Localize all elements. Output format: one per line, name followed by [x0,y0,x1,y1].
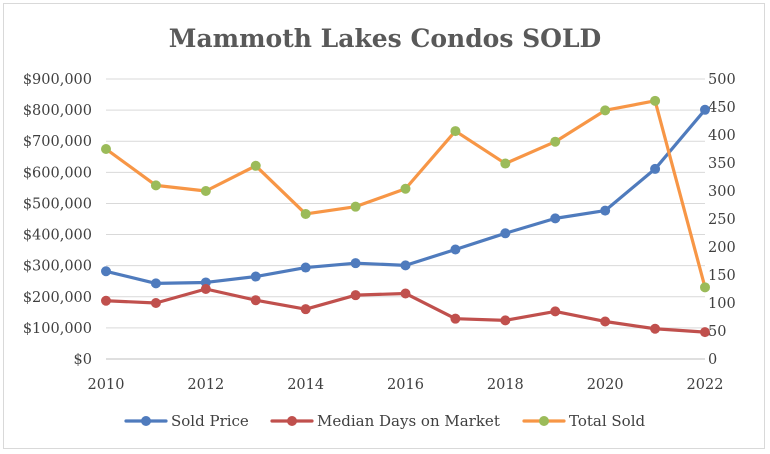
data-point [250,271,261,282]
series-line [104,108,707,285]
data-point [300,262,311,273]
data-point [450,313,461,324]
x-tick-label: 2014 [287,377,324,393]
series-median-days-on-market [101,284,710,338]
right-tick-label: 150 [708,268,736,284]
legend-swatch-marker [141,416,151,426]
x-tick-label: 2016 [387,377,424,393]
left-tick-label: $500,000 [23,196,92,212]
right-tick-label: 50 [708,324,726,340]
right-tick-label: 250 [708,212,736,228]
left-tick-label: $300,000 [23,259,92,275]
gridlines [106,78,705,360]
x-tick-label: 2012 [187,377,224,393]
right-y-axis: 0 50 100 150 200 250 300 350 400 450 500 [708,72,736,368]
right-tick-label: 450 [708,100,736,116]
data-point [350,258,361,269]
data-point [600,316,611,327]
data-point [550,306,561,317]
right-tick-label: 500 [708,72,736,88]
data-point [400,288,411,299]
legend-swatch-marker [287,416,297,426]
data-point [500,158,511,169]
data-point [150,278,161,289]
data-point [500,315,511,326]
data-point [700,327,710,338]
x-tick-label: 2018 [487,377,524,393]
data-point [350,201,361,212]
legend-label: Total Sold [569,412,646,430]
data-point [200,186,211,196]
right-tick-label: 200 [708,240,736,256]
data-point [350,290,361,301]
series-group [101,95,710,338]
data-point [250,295,261,306]
left-tick-label: $0 [74,352,92,368]
right-tick-label: 350 [708,156,736,172]
left-tick-label: $800,000 [23,103,92,119]
data-point [400,183,411,194]
data-point [101,144,111,154]
data-point [700,104,710,115]
right-tick-label: 400 [708,128,736,144]
data-point [700,282,710,293]
left-tick-label: $700,000 [23,134,92,150]
legend-swatch-marker [539,416,549,426]
left-tick-label: $400,000 [23,228,92,244]
data-point [150,180,161,191]
data-point [650,323,661,334]
legend: Sold Price Median Days on Market Total Sol… [124,412,646,430]
left-tick-label: $200,000 [23,290,92,306]
series-sold-price [101,104,710,289]
left-y-axis: $0 $100,000 $200,000 $300,000 $400,000 $500,0… [23,72,92,368]
data-point [200,284,211,294]
chart-frame [3,3,765,449]
x-tick-label: 2010 [88,377,125,393]
right-tick-label: 100 [708,296,736,312]
series-line [104,99,707,289]
left-tick-label: $100,000 [23,321,92,337]
series-total-sold [101,95,710,293]
data-point [250,160,261,171]
x-tick-label: 2020 [587,377,624,393]
left-tick-label: $900,000 [23,72,92,88]
left-tick-label: $600,000 [23,165,92,181]
legend-label: Sold Price [171,412,249,430]
chart-title: Mammoth Lakes Condos SOLD [169,24,601,53]
legend-item: Total Sold [522,412,646,430]
data-point [650,95,661,106]
data-point [600,205,611,216]
data-point [150,298,161,308]
right-tick-label: 300 [708,184,736,200]
legend-label: Median Days on Market [317,412,500,430]
x-tick-label: 2022 [687,377,724,393]
data-point [500,228,511,239]
data-point [300,208,311,219]
data-point [450,244,461,255]
legend-item: Median Days on Market [270,412,500,430]
x-axis: 2010 2012 2014 2016 2018 2020 2022 [88,377,724,393]
legend-item: Sold Price [124,412,249,430]
data-point [101,266,111,277]
data-point [450,126,461,137]
data-point [300,304,311,315]
right-tick-label: 0 [708,352,717,368]
data-point [650,163,661,174]
data-point [600,105,611,116]
data-point [550,136,561,147]
data-point [550,213,561,224]
data-point [400,260,411,271]
data-point [101,295,111,306]
